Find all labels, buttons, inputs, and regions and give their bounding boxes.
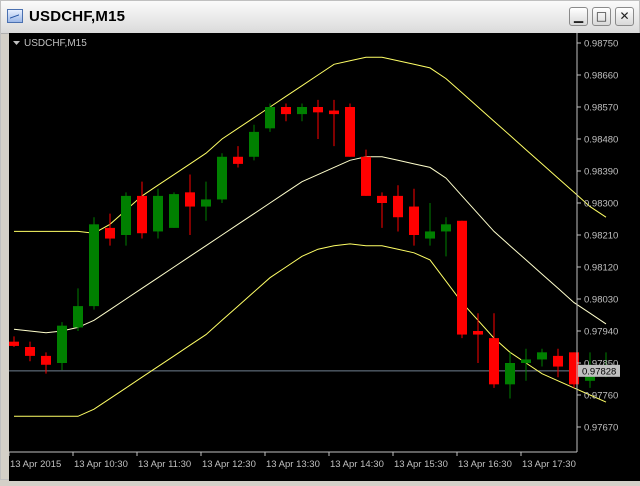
maximize-button[interactable]: □ (592, 7, 611, 26)
time-tick-label: 13 Apr 12:30 (202, 459, 256, 470)
candle-body (233, 156, 243, 164)
minimize-icon: ▁ (573, 9, 584, 23)
candle-body (313, 107, 323, 113)
time-tick-label: 13 Apr 10:30 (74, 459, 128, 470)
band-middle-line (13, 156, 607, 334)
candle-body (57, 325, 67, 363)
price-tick-label: 0.97670 (584, 423, 618, 434)
price-tick-label: 0.97850 (584, 359, 618, 370)
price-tick-label: 0.97940 (584, 327, 618, 338)
candle-body (569, 352, 579, 385)
candle-body (345, 107, 355, 157)
current-price-label: 0.97828 (582, 366, 616, 377)
title-bar[interactable]: USDCHF,M15 ▁ □ ✕ (1, 1, 639, 34)
candle-body (297, 107, 307, 115)
candle-body (137, 195, 147, 234)
time-tick-label: 13 Apr 14:30 (330, 459, 384, 470)
candle-body (473, 331, 483, 335)
time-tick-label: 13 Apr 13:30 (266, 459, 320, 470)
plot-area[interactable] (9, 56, 611, 417)
price-tick-label: 0.98390 (584, 167, 618, 178)
candle-body (25, 347, 35, 356)
candle-body (201, 199, 211, 207)
candle-body (361, 156, 371, 196)
price-tick-label: 0.98030 (584, 295, 618, 306)
time-tick-label: 13 Apr 17:30 (522, 459, 576, 470)
triangle-down-icon[interactable] (13, 41, 20, 45)
candle-body (41, 355, 51, 365)
price-tick-label: 0.98300 (584, 199, 618, 210)
candle-body (73, 306, 83, 328)
candle-body (505, 363, 515, 385)
price-tick-label: 0.98570 (584, 103, 618, 114)
time-tick-label: 13 Apr 16:30 (458, 459, 512, 470)
price-tick-label: 0.97760 (584, 391, 618, 402)
close-button[interactable]: ✕ (615, 7, 634, 26)
candle-body (249, 131, 259, 157)
chart-window-icon (7, 9, 23, 23)
candle-body (217, 156, 227, 200)
time-tick-label: 13 Apr 15:30 (394, 459, 448, 470)
price-tick-label: 0.98210 (584, 231, 618, 242)
current-price-tag (578, 364, 620, 377)
window-title: USDCHF,M15 (29, 8, 126, 25)
candle-body (521, 359, 531, 363)
time-tick-label: 13 Apr 11:30 (138, 459, 191, 470)
candle-body (121, 195, 131, 235)
price-chart[interactable]: 0.98750 0.98660 0.98570 0.98480 0.98390 0.983… (8, 33, 640, 481)
candle-body (89, 224, 99, 307)
candle-body (457, 220, 467, 335)
maximize-icon: □ (595, 9, 608, 23)
candle-body (185, 192, 195, 207)
time-tick-label: 13 Apr 2015 (10, 459, 61, 470)
minimize-button[interactable]: ▁ (569, 7, 588, 26)
candle-body (329, 110, 339, 115)
candle-body (425, 231, 435, 239)
price-tick-label: 0.98660 (584, 71, 618, 82)
candle-body (553, 355, 563, 367)
candle-body (409, 206, 419, 235)
candle-body (393, 195, 403, 218)
candle-body (441, 224, 451, 232)
candle-body (265, 107, 275, 129)
candle-body (153, 195, 163, 232)
candle-body (377, 195, 387, 203)
price-tick-label: 0.98480 (584, 135, 618, 146)
candle-body (281, 107, 291, 115)
axes: 0.98750 0.98660 0.98570 0.98480 0.98390 0.983… (8, 33, 620, 470)
price-chart-svg[interactable]: 0.98750 0.98660 0.98570 0.98480 0.98390 0.983… (8, 33, 640, 481)
price-tick-label: 0.98120 (584, 263, 618, 274)
candle-body (169, 194, 179, 228)
price-tick-label: 0.98750 (584, 39, 618, 50)
band-lower-line (14, 243, 607, 417)
close-icon: ✕ (619, 9, 630, 23)
candle-body (105, 227, 115, 239)
chart-symbol-label: USDCHF,M15 (24, 38, 87, 49)
candle-body (537, 352, 547, 360)
candle-body (9, 341, 19, 346)
candle-body (489, 338, 499, 385)
band-upper-line (14, 56, 607, 234)
